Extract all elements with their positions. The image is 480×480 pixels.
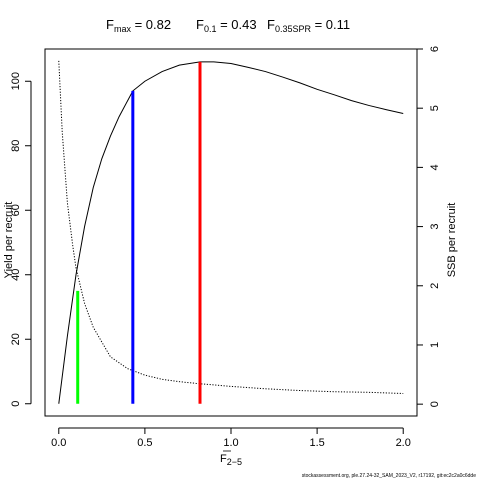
y-axis-left-label: Yield per recruit	[3, 202, 15, 279]
title-f01-value: = 0.43	[216, 17, 256, 32]
y-axis-left: 0 20 40 60 80 100	[10, 72, 32, 407]
y-left-tick-label: 40	[10, 269, 22, 281]
y-right-tick-label: 0	[429, 401, 441, 407]
title-fmax-value: = 0.82	[131, 17, 171, 32]
y-left-tick-label: 20	[10, 333, 22, 345]
title-f01-label: F	[196, 17, 204, 32]
x-axis: 0.0 0.5 1.0 1.5 2.0	[51, 427, 411, 449]
y-axis-right: 0 1 2 3 4 5 6	[416, 46, 441, 407]
y-right-tick-label: 6	[429, 46, 441, 52]
ssb-per-recruit-curve	[58, 60, 404, 395]
svg-text:Fmax = 0.82: Fmax = 0.82	[106, 17, 171, 34]
plot-frame	[44, 48, 418, 417]
y-left-tick-label: 60	[10, 204, 22, 216]
title-fmax-sub: max	[114, 24, 132, 34]
y-left-tick-label: 100	[10, 72, 22, 90]
y-right-tick-label: 3	[429, 224, 441, 230]
y-right-tick-label: 1	[429, 342, 441, 348]
x-tick-label: 0.5	[137, 437, 152, 449]
y-left-tick-label: 0	[10, 401, 22, 407]
x-axis-label: F2−5	[220, 453, 242, 467]
x-tick-label: 1.0	[223, 437, 238, 449]
y-right-tick-label: 4	[429, 164, 441, 170]
title-fspr-label: F	[267, 17, 275, 32]
yield-per-recruit-curve	[58, 61, 404, 404]
svg-text:F0.35SPR = 0.11: F0.35SPR = 0.11	[267, 17, 350, 34]
reference-lines	[76, 61, 202, 404]
series-layer	[58, 60, 404, 404]
y-axis-right-label: SSB per recruit	[446, 203, 458, 278]
title-fspr-sub: 0.35SPR	[275, 24, 312, 34]
footer-provenance: stockassessment.org, ple.27.24-32_SAM_20…	[302, 473, 476, 479]
y-right-tick-label: 2	[429, 283, 441, 289]
title-fmax-label: F	[106, 17, 114, 32]
x-tick-label: 0.0	[51, 437, 66, 449]
x-tick-label: 2.0	[396, 437, 411, 449]
x-tick-label: 1.5	[309, 437, 324, 449]
title-f01-sub: 0.1	[204, 24, 217, 34]
x-axis-label-sub: 2−5	[227, 457, 242, 467]
svg-text:F0.1 = 0.43: F0.1 = 0.43	[196, 17, 257, 34]
x-axis-label-base: F	[220, 453, 227, 465]
y-left-tick-label: 80	[10, 140, 22, 152]
y-right-tick-label: 5	[429, 105, 441, 111]
chart-title: Fmax = 0.82 F0.1 = 0.43 F0.35SPR = 0.11	[106, 17, 350, 34]
title-fspr-value: = 0.11	[311, 17, 350, 32]
